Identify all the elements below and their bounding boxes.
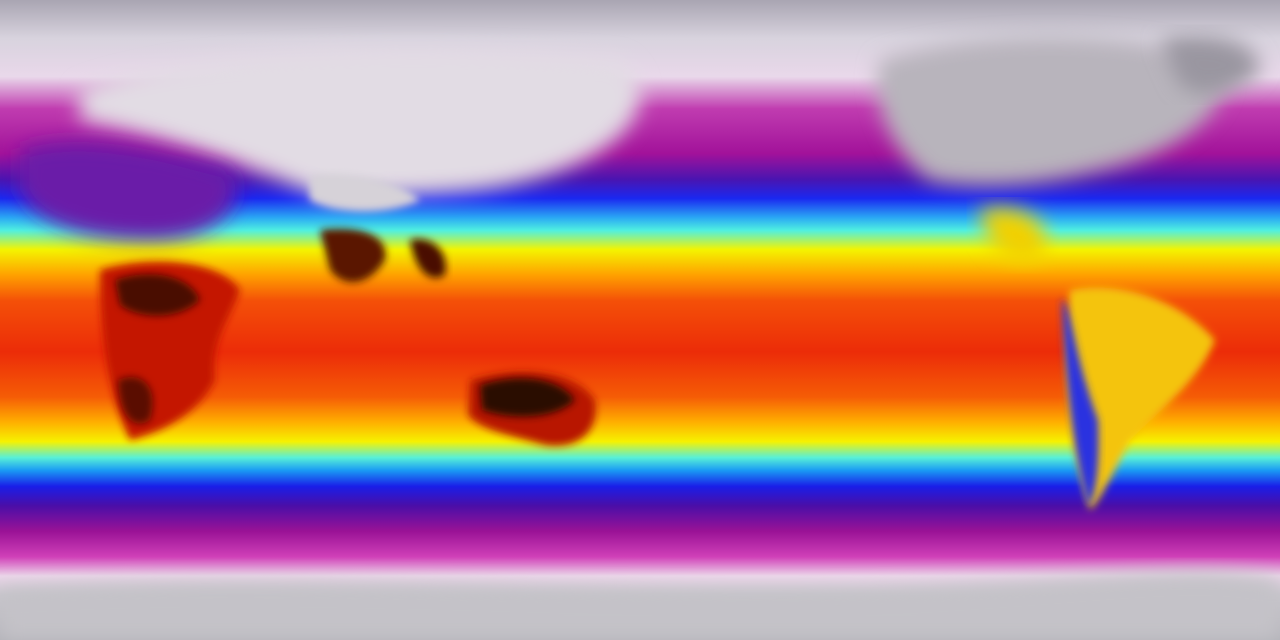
usa-warm	[980, 208, 1047, 263]
europe-land	[20, 141, 237, 240]
south-america-land	[1066, 287, 1215, 510]
greenland-land	[1160, 36, 1260, 94]
north-america-land	[877, 37, 1225, 186]
sahara-hot	[115, 274, 200, 316]
africa-south-hot	[118, 376, 153, 424]
eurasia-land	[80, 50, 640, 200]
land-masses	[0, 36, 1280, 640]
india-land	[320, 228, 386, 283]
australia-hot	[480, 378, 575, 417]
antarctica-land	[0, 571, 1280, 640]
indochina-land	[410, 239, 446, 279]
andes	[1062, 300, 1099, 505]
tibet-land	[310, 173, 420, 212]
